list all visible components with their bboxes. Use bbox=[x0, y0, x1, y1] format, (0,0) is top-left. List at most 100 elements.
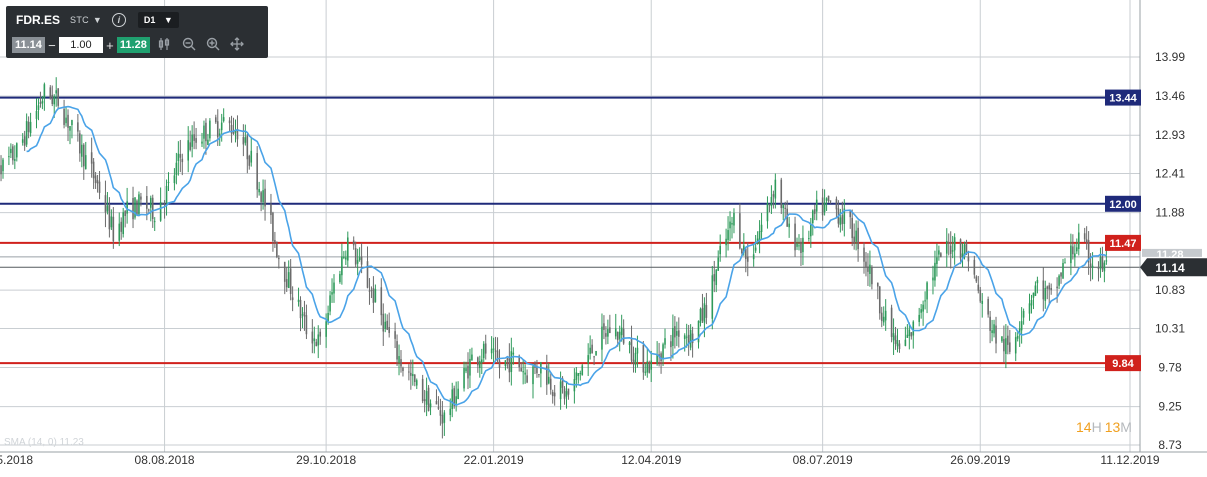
pan-icon[interactable] bbox=[228, 36, 246, 54]
ask-price-badge bbox=[1142, 248, 1202, 257]
y-tick-label: 8.73 bbox=[1158, 438, 1182, 452]
candle-down bbox=[276, 242, 278, 257]
candle-up bbox=[788, 223, 790, 228]
candle-up bbox=[843, 208, 846, 224]
candle-down bbox=[216, 121, 219, 138]
candle-up bbox=[187, 140, 190, 161]
candle-up bbox=[118, 223, 121, 241]
candle-up bbox=[429, 403, 432, 408]
candle-up bbox=[934, 262, 936, 281]
candle-up bbox=[855, 230, 857, 242]
candle-down bbox=[780, 179, 783, 209]
candle-down bbox=[193, 134, 195, 141]
candle-up bbox=[650, 360, 653, 370]
candle-up bbox=[218, 133, 221, 136]
candle-down bbox=[987, 299, 989, 315]
candle-up bbox=[644, 371, 647, 373]
candle-down bbox=[1056, 286, 1058, 289]
quantity-decrease-button[interactable]: − bbox=[48, 37, 56, 53]
candle-up bbox=[479, 361, 481, 369]
candle-down bbox=[112, 216, 115, 242]
candle-down bbox=[98, 181, 101, 193]
candle-down bbox=[396, 341, 398, 360]
candle-down bbox=[1072, 246, 1074, 255]
candle-down bbox=[319, 331, 322, 337]
y-tick-label: 12.93 bbox=[1155, 128, 1185, 142]
symbol-label[interactable]: FDR.ES bbox=[16, 13, 61, 27]
candle-down bbox=[973, 259, 976, 275]
candle-down bbox=[506, 358, 509, 361]
candle-up bbox=[165, 185, 168, 203]
candle-down bbox=[441, 414, 444, 424]
candle-up bbox=[457, 388, 459, 400]
level-badge bbox=[1105, 355, 1141, 372]
candle-down bbox=[161, 202, 164, 204]
candle-down bbox=[79, 133, 81, 154]
candle-up bbox=[729, 221, 731, 229]
candle-up bbox=[595, 351, 597, 356]
candle-up bbox=[703, 303, 706, 323]
candle-down bbox=[630, 339, 633, 361]
candle-up bbox=[84, 155, 87, 170]
quantity-input[interactable]: 1.00 bbox=[58, 37, 103, 53]
level-badge-label: 11.47 bbox=[1110, 238, 1137, 250]
candle-down bbox=[772, 194, 775, 197]
candle-down bbox=[841, 215, 844, 224]
candle-down bbox=[878, 286, 881, 314]
candle-up bbox=[35, 111, 38, 119]
candle-up bbox=[81, 144, 83, 157]
candle-down bbox=[242, 136, 245, 145]
zoom-out-icon[interactable] bbox=[180, 37, 198, 54]
candle-up bbox=[908, 329, 911, 336]
sma-line bbox=[26, 105, 1107, 407]
candle-down bbox=[526, 375, 528, 383]
candle-down bbox=[372, 288, 375, 303]
candle-up bbox=[1001, 336, 1003, 342]
candle-down bbox=[354, 248, 357, 265]
timeframe-select[interactable]: D1 ▼ bbox=[137, 12, 179, 28]
candle-down bbox=[741, 248, 743, 254]
candle-down bbox=[108, 204, 111, 230]
candle-down bbox=[642, 344, 645, 373]
candle-up bbox=[951, 250, 954, 252]
instrument-type-label[interactable]: STC bbox=[70, 15, 89, 25]
candle-down bbox=[272, 212, 274, 242]
candle-down bbox=[567, 388, 570, 395]
candle-down bbox=[57, 88, 59, 106]
candle-up bbox=[963, 244, 966, 257]
chart-type-icon[interactable] bbox=[156, 37, 174, 54]
candle-down bbox=[591, 344, 593, 354]
candle-up bbox=[341, 256, 343, 276]
sell-price-button[interactable]: 11.14 bbox=[12, 37, 45, 53]
candle-down bbox=[549, 378, 552, 390]
candle-down bbox=[189, 142, 191, 150]
candle-up bbox=[810, 223, 812, 237]
zoom-in-icon[interactable] bbox=[204, 37, 222, 54]
candle-down bbox=[687, 334, 690, 344]
candle-up bbox=[159, 202, 162, 221]
candle-up bbox=[993, 324, 995, 334]
candle-up bbox=[451, 389, 454, 410]
chevron-down-icon[interactable]: ▼ bbox=[92, 15, 102, 25]
candle-up bbox=[715, 269, 718, 286]
candle-up bbox=[758, 231, 761, 241]
quantity-increase-button[interactable]: + bbox=[106, 37, 114, 53]
info-icon[interactable]: i bbox=[111, 13, 126, 27]
candle-up bbox=[173, 175, 176, 184]
candle-up bbox=[134, 197, 136, 218]
candle-down bbox=[195, 138, 197, 143]
candle-up bbox=[938, 250, 940, 255]
candle-down bbox=[0, 165, 2, 175]
buy-price-button[interactable]: 11.28 bbox=[116, 37, 150, 53]
candle-down bbox=[536, 366, 538, 374]
candle-up bbox=[906, 334, 909, 338]
candle-up bbox=[41, 100, 44, 104]
candle-up bbox=[191, 134, 193, 147]
candle-down bbox=[967, 256, 970, 262]
candle-up bbox=[25, 121, 28, 145]
candle-up bbox=[565, 391, 568, 397]
x-tick-label: 11.12.2019 bbox=[1100, 453, 1159, 467]
candle-down bbox=[975, 276, 978, 282]
